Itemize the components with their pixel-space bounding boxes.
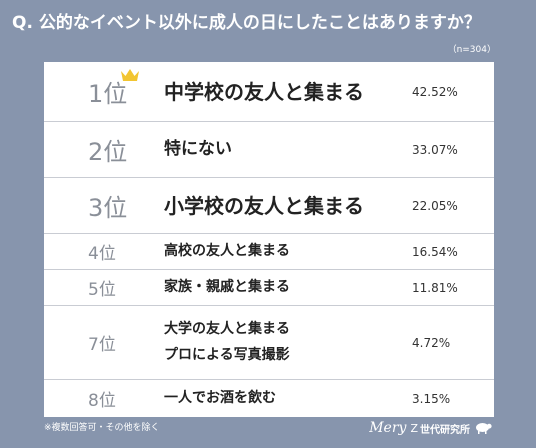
table-row: 3位 小学校の友人と集まる 22.05% [44,178,494,234]
sheep-icon [476,423,492,434]
percent-value: 22.05% [412,198,458,213]
sample-size: （n=304） [447,45,496,55]
answer-line: 高校の友人と集まる [164,243,290,260]
answer-label: 一人でお酒を飲む [164,380,276,417]
answer-line: 中学校の友人と集まる [164,79,364,104]
answer-line: 家族・親戚と集まる [164,279,290,296]
percent-value: 33.07% [412,142,458,157]
percent-value: 4.72% [412,335,451,350]
percent-value: 16.54% [412,244,458,259]
rank-label: 1位 [88,80,128,108]
answer-line: 小学校の友人と集まる [164,193,364,218]
answer-label: 家族・親戚と集まる [164,270,290,305]
rank-label: 8位 [88,391,116,411]
percent-value: 42.52% [412,84,458,99]
answer-label: 高校の友人と集まる [164,234,290,269]
ranking-table: 1位 中学校の友人と集まる 42.52% 2位 特にない 33.07% 3位 小学校の友人と集… [44,62,494,417]
rank-label: 5位 [88,280,116,300]
answer-label: 特にない [164,122,232,177]
rank-label: 3位 [88,194,128,222]
answer-line: 特にない [164,139,232,160]
brand-lab-text: 世代研究所 [420,424,470,436]
table-row: 4位 高校の友人と集まる 16.54% [44,234,494,270]
brand-script-text: Mery [369,420,407,436]
chart-title: Q. 公的なイベント以外に成人の日にしたことはありますか？ [12,13,481,33]
rank-label: 7位 [88,335,116,355]
answer-line: 大学の友人と集まる [164,321,290,338]
percent-value: 11.81% [412,280,458,295]
rank-label: 2位 [88,138,128,166]
percent-value: 3.15% [412,391,451,406]
table-row: 5位 家族・親戚と集まる 11.81% [44,270,494,306]
answer-label: 大学の友人と集まる プロによる写真撮影 [164,306,290,379]
brand-logo: Mery Z 世代研究所 [369,417,492,439]
table-row: 2位 特にない 33.07% [44,122,494,178]
brand-z-text: Z [410,421,418,435]
rank-label: 4位 [88,244,116,264]
answer-label: 小学校の友人と集まる [164,178,364,233]
table-row: 1位 中学校の友人と集まる 42.52% [44,62,494,122]
table-row: 7位 大学の友人と集まる プロによる写真撮影 4.72% [44,306,494,380]
answer-label: 中学校の友人と集まる [164,62,364,121]
footnote: ※複数回答可・その他を除く [44,423,160,433]
answer-line: プロによる写真撮影 [164,346,290,363]
answer-line: 一人でお酒を飲む [164,390,276,407]
crown-icon [121,69,139,81]
table-row: 8位 一人でお酒を飲む 3.15% [44,380,494,417]
